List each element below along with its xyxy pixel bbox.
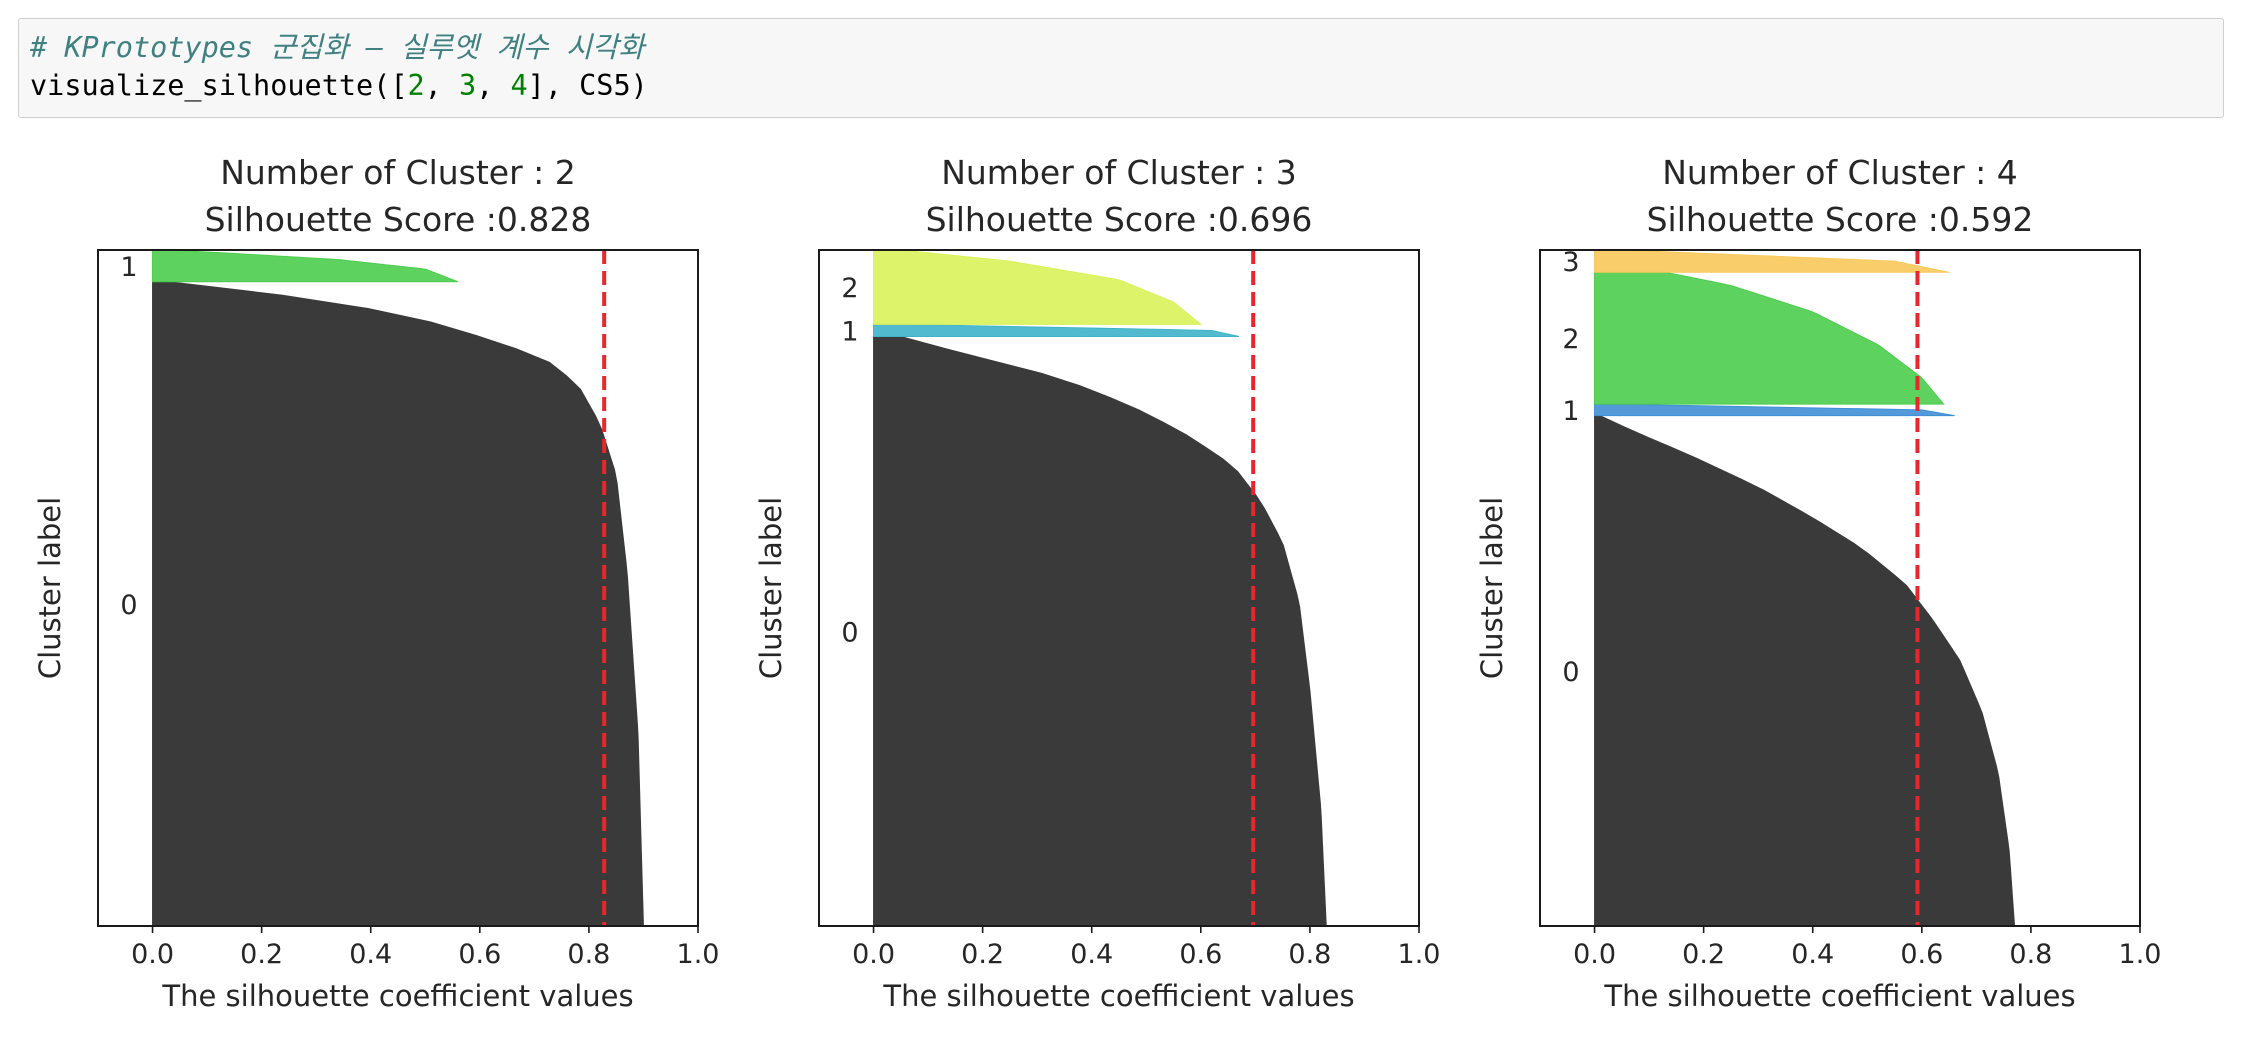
x-axis-label: The silhouette coefficient values [1603, 979, 2075, 1013]
silhouette-chart-3: Number of Cluster : 4 Silhouette Score :0… [1475, 153, 2161, 1013]
code-text-token: , [424, 69, 459, 102]
code-cell[interactable]: # KPrototypes 군집화 – 실루엣 계수 시각화 visualize… [18, 18, 2224, 118]
axes-frame [97, 249, 699, 927]
x-tick-label: 0.0 [1573, 939, 1616, 970]
chart-title: Number of Cluster : 4 [1662, 153, 2018, 192]
x-axis-label: The silhouette coefficient values [161, 979, 633, 1013]
axes-frame [1539, 249, 2141, 927]
chart-title: Number of Cluster : 2 [220, 153, 576, 192]
cluster-label-2: 2 [1562, 324, 1579, 355]
x-tick-label: 0.2 [1682, 939, 1725, 970]
cluster-label-1: 1 [1562, 396, 1579, 427]
x-tick-label: 1.0 [1398, 939, 1441, 970]
x-tick-label: 0.6 [1900, 939, 1943, 970]
cluster-0-silhouette-area [873, 336, 1327, 926]
cluster-label-2: 2 [841, 273, 858, 304]
code-text-token: visualize_silhouette([ [30, 69, 408, 102]
x-tick-label: 1.0 [677, 939, 720, 970]
cluster-label-0: 0 [120, 590, 137, 621]
chart-title: Number of Cluster : 3 [941, 153, 1297, 192]
x-tick-label: 0.8 [567, 939, 610, 970]
x-tick-label: 0.8 [1288, 939, 1331, 970]
code-line: visualize_silhouette([2, 3, 4], CS5) [30, 67, 2212, 105]
chart-subtitle: Silhouette Score :0.696 [926, 200, 1313, 239]
code-comment: # KPrototypes 군집화 – 실루엣 계수 시각화 [30, 31, 645, 64]
x-tick-label: 0.6 [458, 939, 501, 970]
code-number-token: 3 [459, 69, 477, 102]
code-text-token: ], CS5) [527, 69, 648, 102]
cluster-1-silhouette-area [873, 323, 1240, 338]
code-number-token: 4 [510, 69, 528, 102]
cluster-2-silhouette-area [873, 250, 1203, 325]
code-text-token: , [476, 69, 511, 102]
x-tick-label: 0.0 [131, 939, 174, 970]
x-tick-label: 0.2 [961, 939, 1004, 970]
x-tick-label: 0.4 [349, 939, 392, 970]
cluster-0-silhouette-area [1594, 415, 2016, 926]
code-number-token: 2 [407, 69, 425, 102]
x-tick-label: 0.0 [852, 939, 895, 970]
chart-subtitle: Silhouette Score :0.592 [1647, 200, 2034, 239]
axes-frame [818, 249, 1420, 927]
silhouette-plots-output: Number of Cluster : 2 Silhouette Score :0… [0, 130, 2244, 1056]
cluster-3-silhouette-area [1594, 250, 1950, 273]
y-axis-label: Cluster label [754, 497, 788, 679]
chart-subtitle: Silhouette Score :0.828 [205, 200, 592, 239]
x-axis-label: The silhouette coefficient values [882, 979, 1354, 1013]
cluster-0-silhouette-area [152, 281, 644, 926]
silhouette-chart-2: Number of Cluster : 3 Silhouette Score :0… [754, 153, 1440, 1013]
x-tick-label: 1.0 [2119, 939, 2162, 970]
cluster-2-silhouette-area [1594, 271, 1945, 405]
y-axis-label: Cluster label [1475, 497, 1509, 679]
x-tick-label: 0.6 [1179, 939, 1222, 970]
cluster-label-3: 3 [1562, 247, 1579, 278]
cluster-label-1: 1 [841, 316, 858, 347]
cluster-1-silhouette-area [1594, 403, 1955, 417]
x-tick-label: 0.8 [2009, 939, 2052, 970]
x-tick-label: 0.2 [240, 939, 283, 970]
cluster-1-silhouette-area [152, 250, 459, 283]
silhouette-chart-1: Number of Cluster : 2 Silhouette Score :0… [33, 153, 719, 1013]
y-axis-label: Cluster label [33, 497, 67, 679]
cluster-label-0: 0 [841, 617, 858, 648]
x-tick-label: 0.4 [1791, 939, 1834, 970]
x-tick-label: 0.4 [1070, 939, 1113, 970]
cluster-label-1: 1 [120, 252, 137, 283]
silhouette-figure: Number of Cluster : 2 Silhouette Score :0… [33, 153, 2161, 1013]
cluster-label-0: 0 [1562, 657, 1579, 688]
